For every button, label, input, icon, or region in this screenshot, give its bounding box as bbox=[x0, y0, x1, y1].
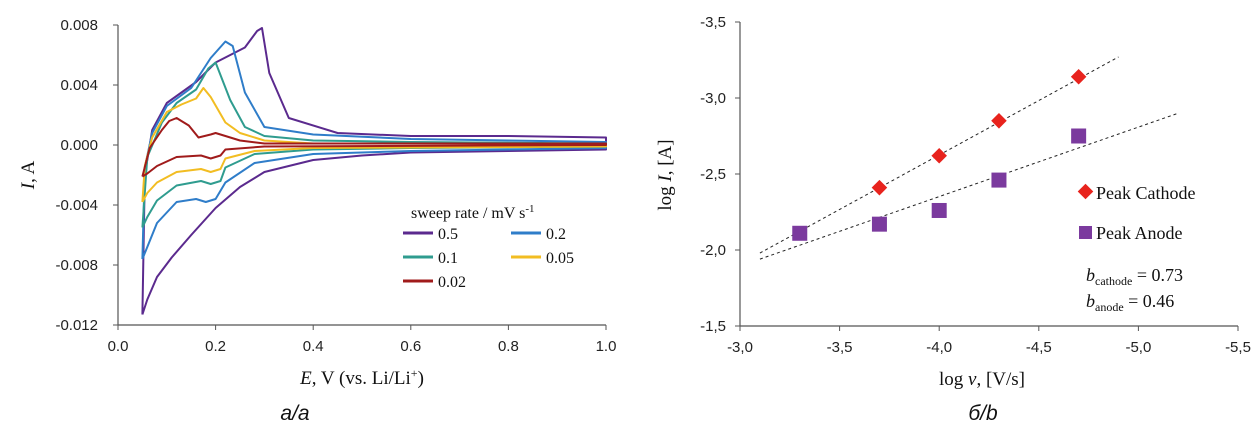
panel-a-caption: a/a bbox=[280, 402, 309, 425]
anode-point bbox=[871, 216, 887, 232]
cv-x-tick-label: 0.8 bbox=[498, 338, 519, 355]
log-y-axis-label: log I, [A] bbox=[655, 139, 676, 210]
cv-x-tick-label: 0.2 bbox=[205, 338, 226, 355]
cv-y-axis-label: I, A bbox=[18, 160, 39, 190]
cv-y-tick-label: 0.008 bbox=[60, 17, 98, 34]
cv-series-0p02 bbox=[141, 117, 607, 178]
cv-legend-label: 0.1 bbox=[438, 250, 458, 267]
scatter-points-group bbox=[792, 68, 1087, 241]
cv-y-tick-label: -0.008 bbox=[55, 257, 98, 274]
cv-x-tick-label: 1.0 bbox=[596, 338, 617, 355]
cv-series-0p2 bbox=[141, 40, 607, 260]
annotation-b-anode: banode = 0.46 bbox=[1086, 291, 1174, 314]
cv-legend-title: sweep rate / mV s-1 bbox=[411, 203, 535, 222]
cv-legend-label: 0.05 bbox=[546, 250, 574, 267]
log-legend: Peak Cathode Peak Anode bbox=[1077, 183, 1195, 243]
log-x-tick-label: -4,0 bbox=[926, 339, 952, 356]
cv-series-group bbox=[141, 27, 607, 315]
cv-x-tick-label: 0.6 bbox=[400, 338, 421, 355]
panel-b-caption: б/b bbox=[968, 402, 998, 425]
log-y-tick-label: -3,0 bbox=[700, 90, 726, 107]
log-y-tick-label: -3,5 bbox=[700, 14, 726, 31]
log-x-tick-label: -5,5 bbox=[1225, 339, 1251, 356]
log-y-tick-label: -2,5 bbox=[700, 166, 726, 183]
legend-label-cathode: Peak Cathode bbox=[1096, 183, 1195, 203]
legend-diamond-marker bbox=[1077, 183, 1094, 200]
anode-point bbox=[931, 202, 947, 218]
anode-point bbox=[792, 225, 808, 241]
trendline-anode bbox=[759, 112, 1179, 260]
cathode-point bbox=[1070, 68, 1087, 85]
cv-y-tick-label: 0.000 bbox=[60, 137, 98, 154]
cv-y-tick-label: -0.012 bbox=[55, 317, 98, 334]
log-x-tick-label: -3,0 bbox=[727, 339, 753, 356]
cv-chart-panel: 0.0 0.2 0.4 0.6 0.8 1.0 -0.012 -0.008 -0.004 0.00… bbox=[18, 17, 616, 389]
cv-legend-label: 0.5 bbox=[438, 226, 458, 243]
cathode-point bbox=[991, 113, 1007, 129]
log-x-tick-label: -4,5 bbox=[1026, 339, 1052, 356]
cv-legend-label: 0.2 bbox=[546, 226, 566, 243]
anode-point bbox=[991, 172, 1007, 188]
cathode-point bbox=[871, 179, 888, 196]
cv-x-tick-label: 0.4 bbox=[303, 338, 324, 355]
legend-label-anode: Peak Anode bbox=[1096, 223, 1182, 243]
log-scatter-panel: -3,0 -3,5 -4,0 -4,5 -5,0 -5,5 -1,5 -2,0 -2,5 -3,0… bbox=[655, 14, 1251, 390]
cv-legend-label: 0.02 bbox=[438, 274, 466, 291]
annotation-b-cathode: bcathode = 0.73 bbox=[1086, 265, 1183, 288]
cv-y-tick-label: 0.004 bbox=[60, 77, 98, 94]
cv-y-tick-label: -0.004 bbox=[55, 197, 98, 214]
cathode-point bbox=[931, 147, 947, 164]
anode-point bbox=[1071, 128, 1087, 144]
legend-square-marker bbox=[1079, 226, 1092, 239]
log-x-tick-label: -5,0 bbox=[1125, 339, 1151, 356]
cv-x-axis-label: E, V (vs. Li/Li+) bbox=[299, 366, 424, 389]
cv-x-tick-label: 0.0 bbox=[108, 338, 129, 355]
log-y-tick-label: -2,0 bbox=[700, 242, 726, 259]
log-y-tick-label: -1,5 bbox=[700, 318, 726, 335]
cv-legend: sweep rate / mV s-1 0.5 0.2 0.1 0.05 0.02 bbox=[403, 203, 574, 291]
log-x-tick-label: -3,5 bbox=[827, 339, 853, 356]
log-x-axis-label: log ν, [V/s] bbox=[939, 369, 1025, 390]
